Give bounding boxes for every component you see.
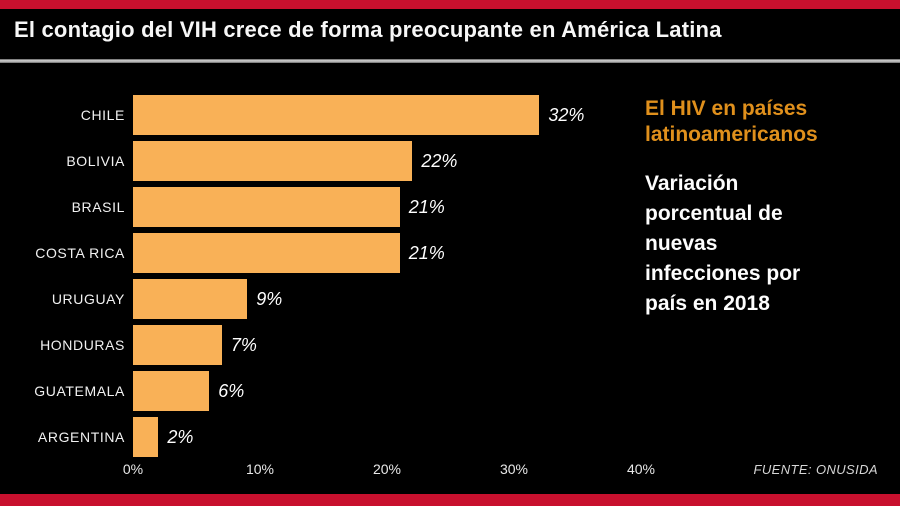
top-red-strip — [0, 0, 900, 9]
source-credit: FUENTE: ONUSIDA — [753, 462, 878, 477]
side-description-line: nuevas — [645, 232, 718, 255]
bar — [133, 141, 413, 181]
bar — [133, 233, 400, 273]
side-heading-line: El HIV en países — [645, 97, 808, 120]
value-label: 21% — [408, 242, 445, 263]
value-label: 6% — [218, 380, 245, 401]
bar-row: HONDURAS 7% — [0, 325, 660, 365]
value-label: 22% — [421, 150, 458, 171]
bar — [133, 187, 400, 227]
side-description-line: infecciones por — [645, 262, 801, 285]
x-axis: 0% 10% 20% 30% 40% — [123, 461, 655, 481]
bar — [133, 325, 222, 365]
bar-row: ARGENTINA 2% — [0, 417, 660, 457]
value-label: 2% — [167, 426, 194, 447]
bar-row: GUATEMALA 6% — [0, 371, 660, 411]
side-heading-line: latinoamericanos — [645, 123, 818, 146]
bar — [133, 371, 210, 411]
title-divider — [0, 59, 900, 63]
bar — [133, 417, 159, 457]
bar-row: URUGUAY 9% — [0, 279, 660, 319]
side-description-line: Variación — [645, 172, 739, 195]
bar-row: BRASIL 21% — [0, 187, 660, 227]
side-heading: El HIV en países latinoamericanos — [645, 96, 880, 148]
country-label: CHILE — [80, 107, 125, 123]
value-label: 7% — [230, 334, 257, 355]
x-tick-label: 30% — [499, 461, 529, 477]
bar — [133, 95, 540, 135]
page-title: El contagio del VIH crece de forma preoc… — [14, 17, 722, 42]
country-label: COSTA RICA — [35, 245, 125, 261]
country-label: URUGUAY — [51, 291, 125, 307]
x-tick-label: 0% — [122, 461, 144, 477]
side-description: Variación porcentual de nuevas infeccion… — [645, 169, 880, 319]
country-label: GUATEMALA — [34, 383, 125, 399]
side-description-line: porcentual de — [645, 202, 783, 225]
country-label: ARGENTINA — [37, 429, 125, 445]
bar-chart: CHILE 32% BOLIVIA 22% BRASIL 21% COSTA RICA 21%… — [0, 95, 660, 463]
bar-row: BOLIVIA 22% — [0, 141, 660, 181]
value-label: 9% — [256, 288, 283, 309]
country-label: BRASIL — [71, 199, 125, 215]
side-description-line: país en 2018 — [645, 292, 770, 315]
value-label: 32% — [548, 104, 585, 125]
x-tick-label: 40% — [626, 461, 656, 477]
bar-row: CHILE 32% — [0, 95, 660, 135]
x-tick-label: 20% — [372, 461, 402, 477]
value-label: 21% — [408, 196, 445, 217]
bottom-red-strip — [0, 494, 900, 506]
bar — [133, 279, 248, 319]
bar-row: COSTA RICA 21% — [0, 233, 660, 273]
country-label: HONDURAS — [40, 337, 125, 353]
country-label: BOLIVIA — [66, 153, 125, 169]
x-tick-label: 10% — [245, 461, 275, 477]
side-panel: El HIV en países latinoamericanos Variac… — [645, 96, 880, 319]
